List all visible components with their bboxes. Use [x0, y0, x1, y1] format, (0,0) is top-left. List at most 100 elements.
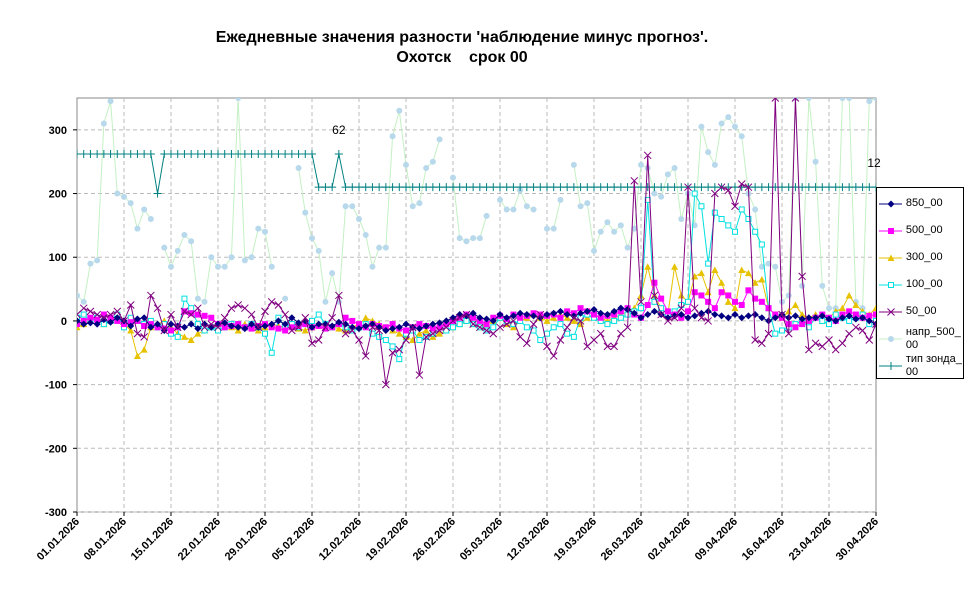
marker [697, 183, 706, 192]
legend-item: 50_00 [879, 298, 963, 325]
marker [610, 183, 619, 192]
legend-swatch [879, 335, 902, 342]
marker [301, 150, 310, 159]
marker [463, 238, 470, 245]
marker [341, 329, 350, 338]
marker [240, 150, 249, 159]
marker [415, 325, 423, 333]
marker [241, 325, 249, 333]
marker [577, 305, 584, 312]
marker [765, 305, 772, 312]
marker [698, 203, 705, 210]
marker [644, 302, 651, 308]
marker [617, 314, 624, 321]
series-line [573, 98, 876, 310]
marker [752, 228, 759, 235]
marker [591, 247, 597, 254]
marker [764, 183, 773, 192]
marker [549, 183, 558, 192]
marker [503, 314, 511, 322]
marker [146, 150, 155, 159]
marker [248, 320, 256, 328]
marker [416, 337, 423, 344]
series [77, 98, 876, 389]
marker [725, 222, 732, 229]
marker [348, 326, 357, 335]
marker [791, 301, 799, 308]
marker [248, 325, 255, 332]
marker [187, 320, 195, 328]
y-tick-label: -100 [45, 380, 67, 392]
marker [442, 183, 451, 192]
marker [356, 321, 362, 328]
marker [107, 318, 115, 326]
marker [576, 317, 585, 325]
marker [329, 270, 336, 277]
marker [315, 320, 323, 328]
marker [617, 329, 625, 338]
marker [449, 317, 457, 325]
marker [597, 228, 604, 235]
marker [114, 190, 121, 197]
marker [241, 304, 249, 313]
marker [489, 317, 497, 325]
marker [134, 225, 141, 232]
marker [376, 244, 383, 251]
marker [671, 263, 679, 270]
series-line [452, 177, 488, 242]
marker [718, 289, 725, 296]
marker [704, 307, 712, 315]
marker [173, 323, 182, 332]
marker [160, 326, 169, 335]
marker [570, 317, 578, 324]
marker [825, 315, 833, 323]
marker [583, 307, 591, 315]
marker [422, 332, 430, 341]
marker [818, 312, 826, 320]
marker [732, 228, 738, 235]
marker [456, 321, 463, 328]
series-line [77, 101, 152, 303]
marker [308, 150, 316, 159]
marker [724, 186, 733, 195]
marker [583, 183, 592, 192]
marker [543, 311, 551, 319]
marker [247, 310, 256, 319]
marker [334, 150, 343, 159]
marker [845, 329, 853, 338]
marker [651, 190, 658, 197]
marker [395, 345, 404, 354]
marker [644, 165, 651, 172]
marker [852, 323, 860, 332]
marker [435, 183, 444, 192]
x-tick-label: 05.03.2026 [458, 516, 505, 563]
marker [657, 183, 666, 192]
x-tick-label: 26.02.2026 [411, 516, 458, 563]
legend-item: 100_00 [879, 271, 963, 298]
marker [193, 150, 202, 159]
marker [314, 336, 323, 344]
marker [268, 263, 275, 270]
grid [73, 98, 877, 516]
legend-item: 850_00 [879, 190, 963, 217]
marker [838, 183, 847, 192]
marker [751, 279, 759, 286]
marker [181, 231, 188, 238]
marker [228, 254, 235, 261]
marker [630, 176, 639, 185]
legend: 850_00 500_00 300_00 100_00 50_00 напр_500_00… [876, 187, 964, 379]
y-tick-label: 0 [61, 316, 67, 328]
marker [778, 183, 786, 192]
marker [86, 150, 95, 159]
marker [388, 348, 397, 357]
marker [818, 342, 827, 351]
marker [590, 336, 598, 344]
marker [281, 310, 289, 319]
marker [173, 150, 182, 159]
marker [368, 323, 377, 332]
marker [805, 314, 813, 322]
marker [751, 336, 759, 344]
legend-label: 850_00 [905, 197, 943, 209]
marker [570, 313, 578, 322]
marker [282, 327, 289, 334]
